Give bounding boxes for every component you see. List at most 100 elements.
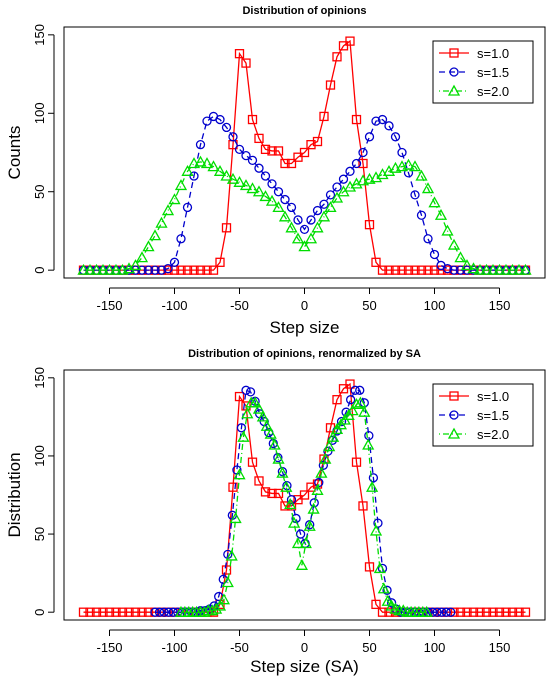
data-point	[358, 405, 371, 417]
data-point	[284, 498, 297, 510]
data-point	[332, 182, 342, 192]
data-point	[390, 265, 401, 275]
data-point	[441, 607, 451, 617]
x-tick-label: 100	[424, 640, 446, 655]
data-point	[220, 169, 233, 181]
data-point	[163, 263, 173, 274]
data-point	[278, 210, 292, 222]
data-point	[323, 440, 336, 452]
x-tick-label: -150	[96, 640, 122, 655]
data-point	[260, 487, 271, 497]
data-point	[384, 121, 394, 131]
series-s-2-0	[77, 155, 532, 275]
data-point	[449, 265, 459, 275]
data-point	[455, 607, 466, 617]
data-point	[260, 144, 271, 155]
legend-label: s=1.0	[477, 46, 509, 61]
chart-panel-2: Distribution of opinions, renormalized b…	[5, 348, 546, 676]
plot-frame	[63, 369, 546, 621]
data-point	[467, 262, 480, 274]
data-point	[260, 419, 273, 431]
data-point	[351, 114, 362, 125]
data-point	[373, 562, 387, 574]
data-point	[256, 410, 270, 422]
legend-label: s=1.5	[477, 408, 509, 423]
data-point	[155, 216, 168, 228]
data-point	[506, 263, 519, 275]
x-tick-label: 0	[301, 640, 308, 655]
data-point	[241, 385, 251, 395]
data-point	[486, 263, 500, 275]
data-point	[318, 460, 329, 470]
data-point	[408, 160, 422, 172]
x-tick-label: -100	[161, 640, 187, 655]
x-tick-label: -150	[96, 298, 122, 313]
data-point	[403, 265, 414, 275]
data-point	[364, 132, 375, 142]
data-point	[254, 163, 264, 173]
data-point	[280, 158, 290, 169]
legend-label: s=2.0	[477, 84, 509, 99]
data-point	[276, 466, 289, 478]
data-point	[142, 240, 155, 252]
data-point	[267, 179, 277, 189]
data-point	[364, 430, 374, 441]
x-axis-label: Step size	[270, 318, 340, 337]
data-point	[460, 259, 474, 271]
data-point	[182, 202, 193, 213]
legend-marker	[449, 391, 459, 401]
data-point	[156, 265, 167, 275]
y-tick-label: 150	[32, 367, 47, 389]
data-point	[455, 265, 466, 275]
data-point	[488, 607, 498, 617]
data-point	[143, 265, 154, 275]
data-point	[429, 249, 440, 260]
data-point	[462, 265, 472, 275]
data-point	[397, 147, 407, 158]
data-point	[259, 190, 272, 202]
data-point	[442, 263, 453, 274]
legend-label: s=1.0	[477, 389, 509, 404]
y-axis-label: Counts	[5, 126, 24, 180]
data-point	[207, 160, 220, 172]
series-s-2-0	[174, 396, 433, 617]
data-point	[423, 265, 433, 275]
data-point	[358, 501, 368, 511]
data-point	[519, 263, 532, 275]
data-point	[345, 166, 355, 176]
data-point	[420, 605, 433, 617]
data-point	[462, 607, 472, 617]
data-point	[415, 169, 428, 181]
data-point	[234, 144, 245, 155]
x-tick-label: 150	[489, 298, 511, 313]
data-point	[326, 430, 340, 442]
data-point	[377, 582, 390, 594]
data-point	[319, 111, 329, 122]
data-point	[436, 607, 447, 617]
data-point	[234, 391, 245, 402]
data-point	[215, 114, 225, 125]
data-point	[434, 208, 448, 220]
data-point	[371, 599, 381, 610]
data-point	[362, 438, 375, 450]
data-point	[202, 116, 212, 126]
data-point	[154, 607, 165, 617]
plot-frame	[63, 26, 546, 279]
data-point	[299, 537, 312, 549]
data-point	[241, 150, 251, 161]
x-tick-label: 150	[489, 640, 511, 655]
data-point	[381, 594, 394, 606]
data-point	[286, 202, 297, 213]
data-point	[194, 155, 207, 167]
data-point	[317, 210, 331, 222]
data-point	[338, 384, 349, 394]
data-point	[130, 607, 141, 617]
data-point	[237, 430, 250, 442]
data-point	[148, 229, 162, 241]
data-point	[272, 452, 285, 464]
data-point	[410, 190, 420, 200]
data-point	[252, 402, 266, 414]
data-point	[293, 215, 303, 225]
data-point	[480, 263, 493, 275]
